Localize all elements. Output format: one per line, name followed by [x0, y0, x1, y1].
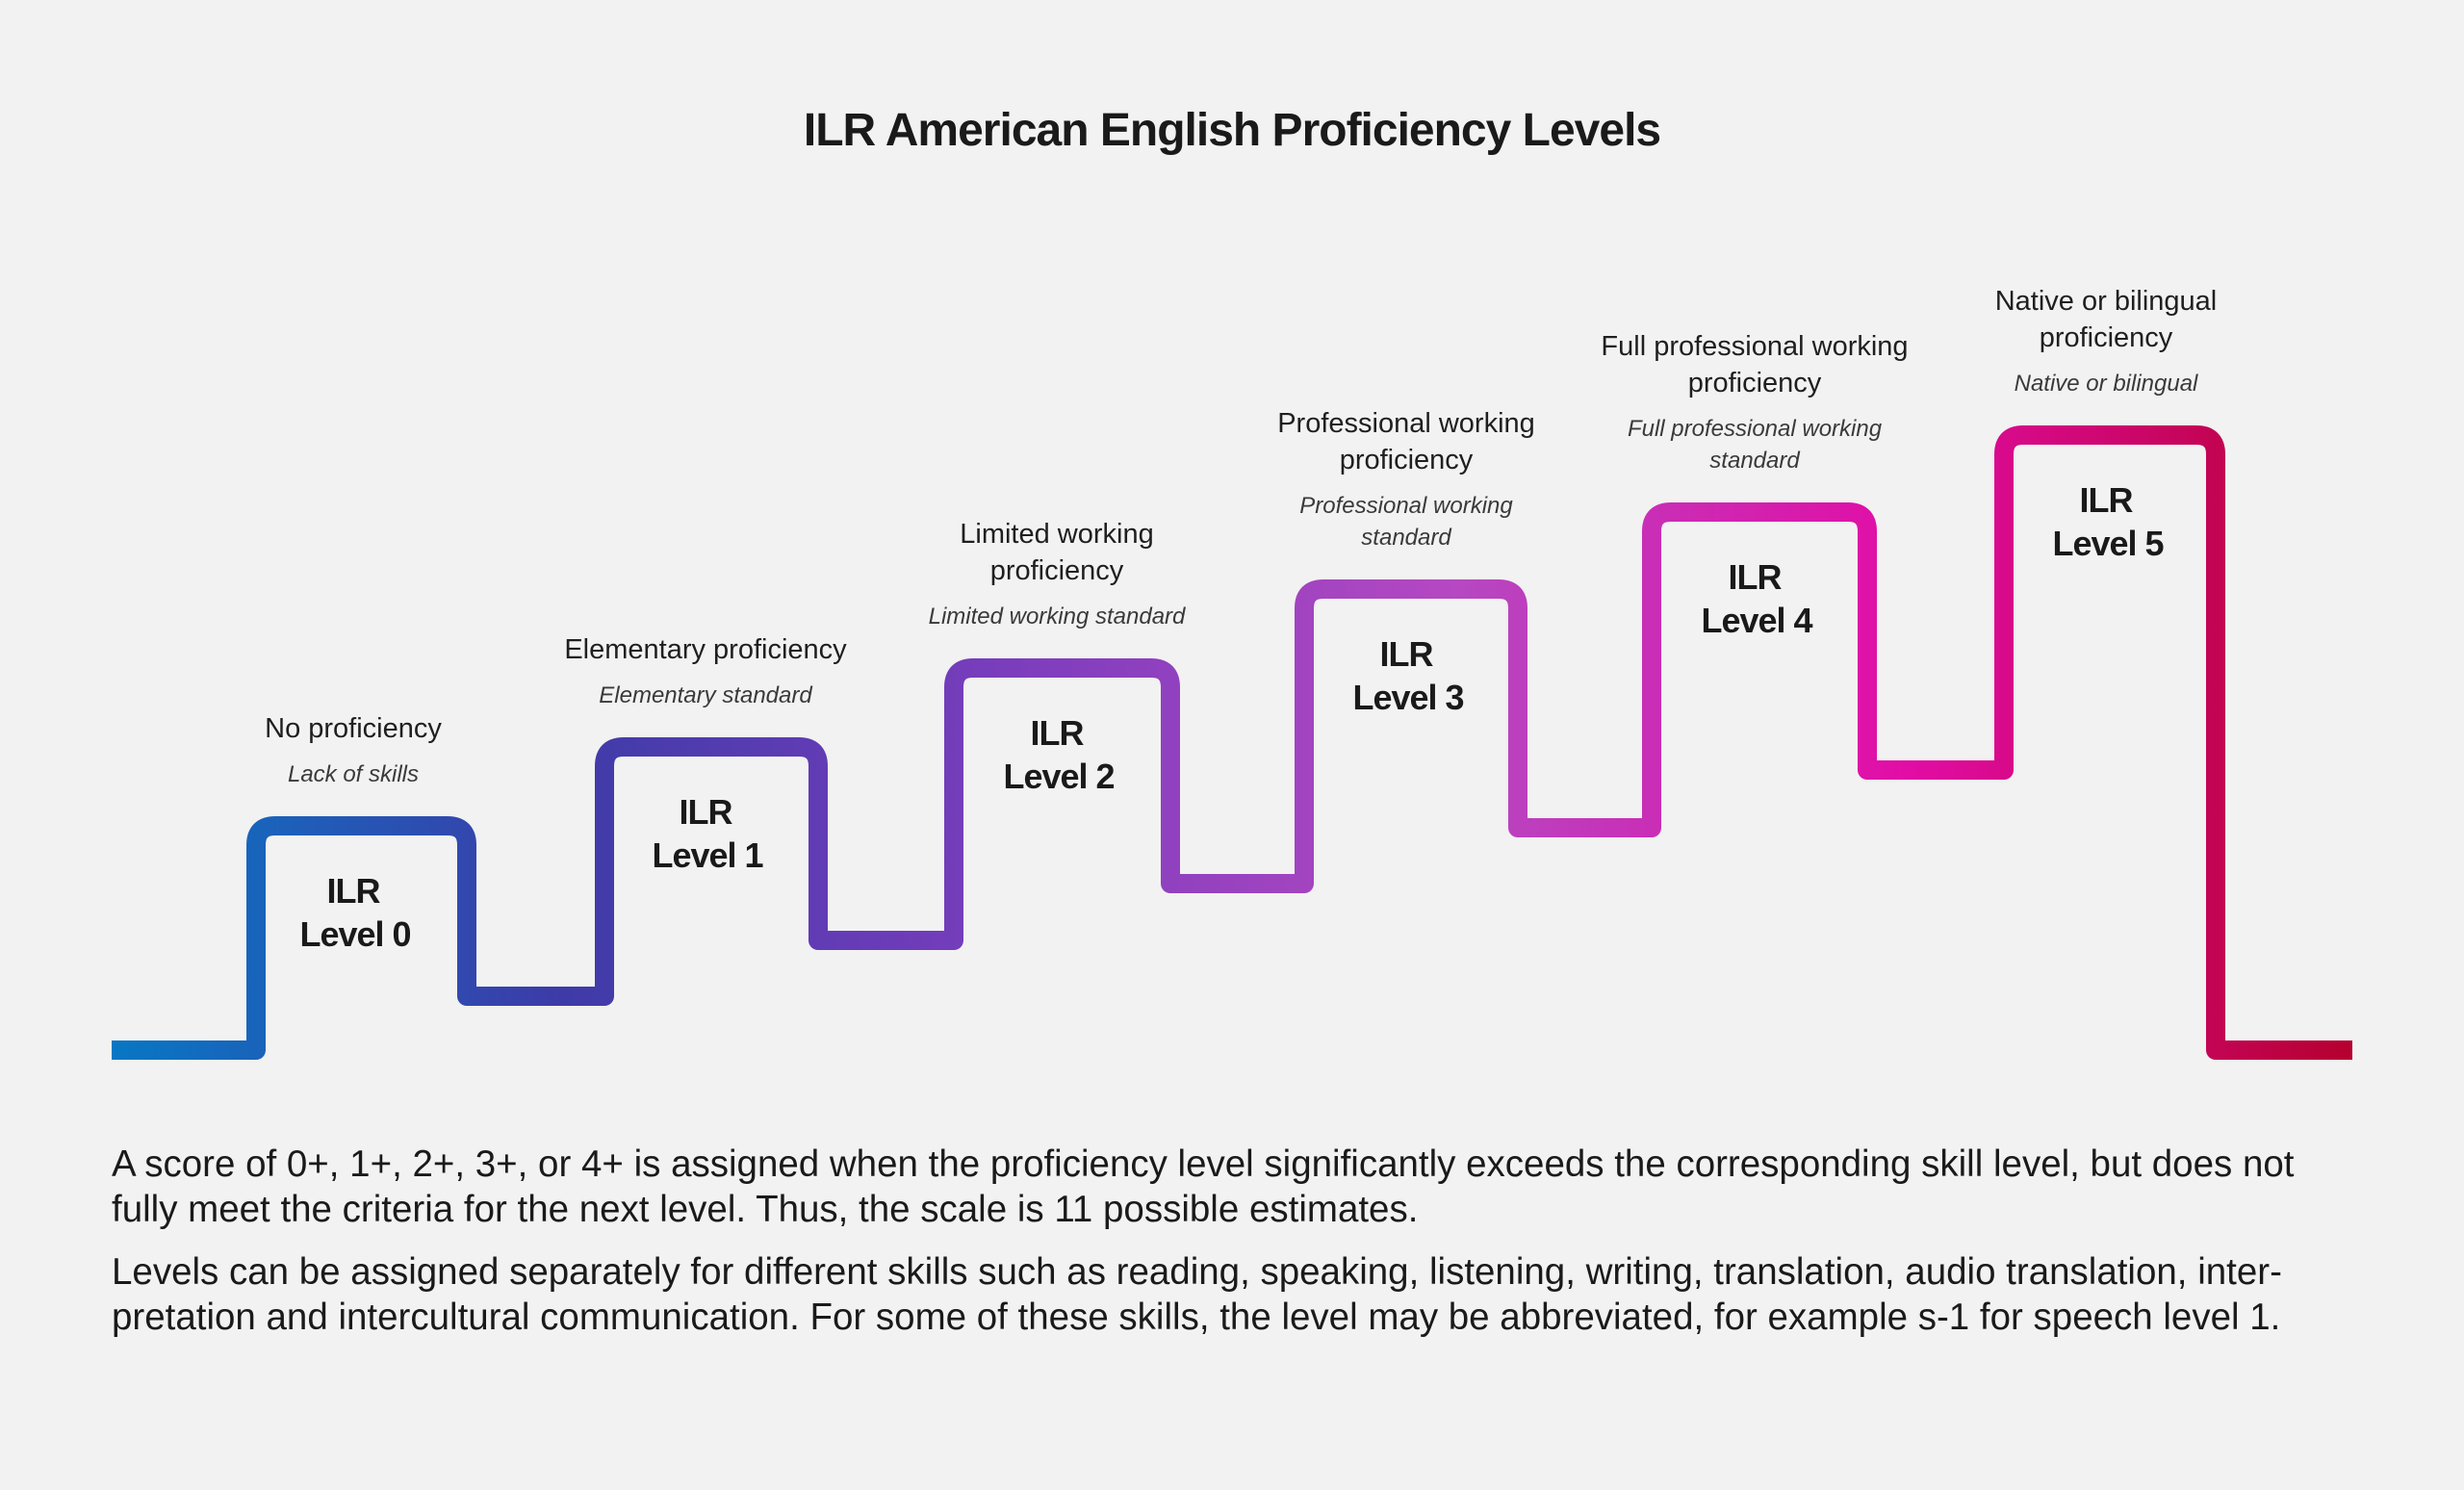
level-3-standard: Professional working [1299, 493, 1513, 519]
level-0-standard: Lack of skills [288, 761, 419, 787]
level-5-label-number: Level 5 [2052, 524, 2164, 563]
level-4-name: Full professional working [1601, 331, 1908, 362]
level-2-name: proficiency [990, 555, 1124, 586]
level-3-label-number: Level 3 [1352, 678, 1463, 717]
level-0-label-number: Level 0 [299, 914, 410, 954]
level-2-label-ilr: ILR [1031, 713, 1085, 753]
level-2-name: Limited working [960, 519, 1153, 550]
level-4-label-ilr: ILR [1729, 557, 1783, 597]
level-1-standard: Elementary standard [599, 682, 812, 708]
notes-section: A score of 0+, 1+, 2+, 3+, or 4+ is assi… [112, 1142, 2364, 1357]
level-5-name: proficiency [2040, 322, 2173, 353]
level-1-label-ilr: ILR [680, 792, 733, 832]
level-4-standard: standard [1709, 448, 1800, 474]
level-3-standard: standard [1361, 525, 1451, 551]
level-3-name: proficiency [1340, 445, 1474, 475]
level-4-standard: Full professional working [1628, 416, 1883, 442]
level-5-label-ilr: ILR [2080, 480, 2134, 520]
level-5-standard: Native or bilingual [2015, 371, 2198, 397]
level-0-name: No proficiency [265, 713, 442, 744]
level-3-name: Professional working [1277, 408, 1535, 439]
staircase-line [112, 425, 2352, 1060]
level-5-name: Native or bilingual [1995, 286, 2218, 317]
level-1-label-number: Level 1 [652, 835, 763, 875]
note-separate-skills: Levels can be assigned separately for di… [112, 1251, 2282, 1338]
note-plus-scores: A score of 0+, 1+, 2+, 3+, or 4+ is assi… [112, 1143, 2295, 1230]
level-3-label-ilr: ILR [1380, 634, 1434, 674]
level-2-standard: Limited working standard [929, 604, 1186, 629]
level-4-label-number: Level 4 [1701, 601, 1812, 640]
level-4-name: proficiency [1688, 368, 1822, 398]
level-0-label-ilr: ILR [327, 871, 381, 911]
level-1-name: Elementary proficiency [564, 634, 847, 665]
level-2-label-number: Level 2 [1003, 757, 1114, 796]
page-title: ILR American English Proficiency Levels [803, 105, 1661, 156]
